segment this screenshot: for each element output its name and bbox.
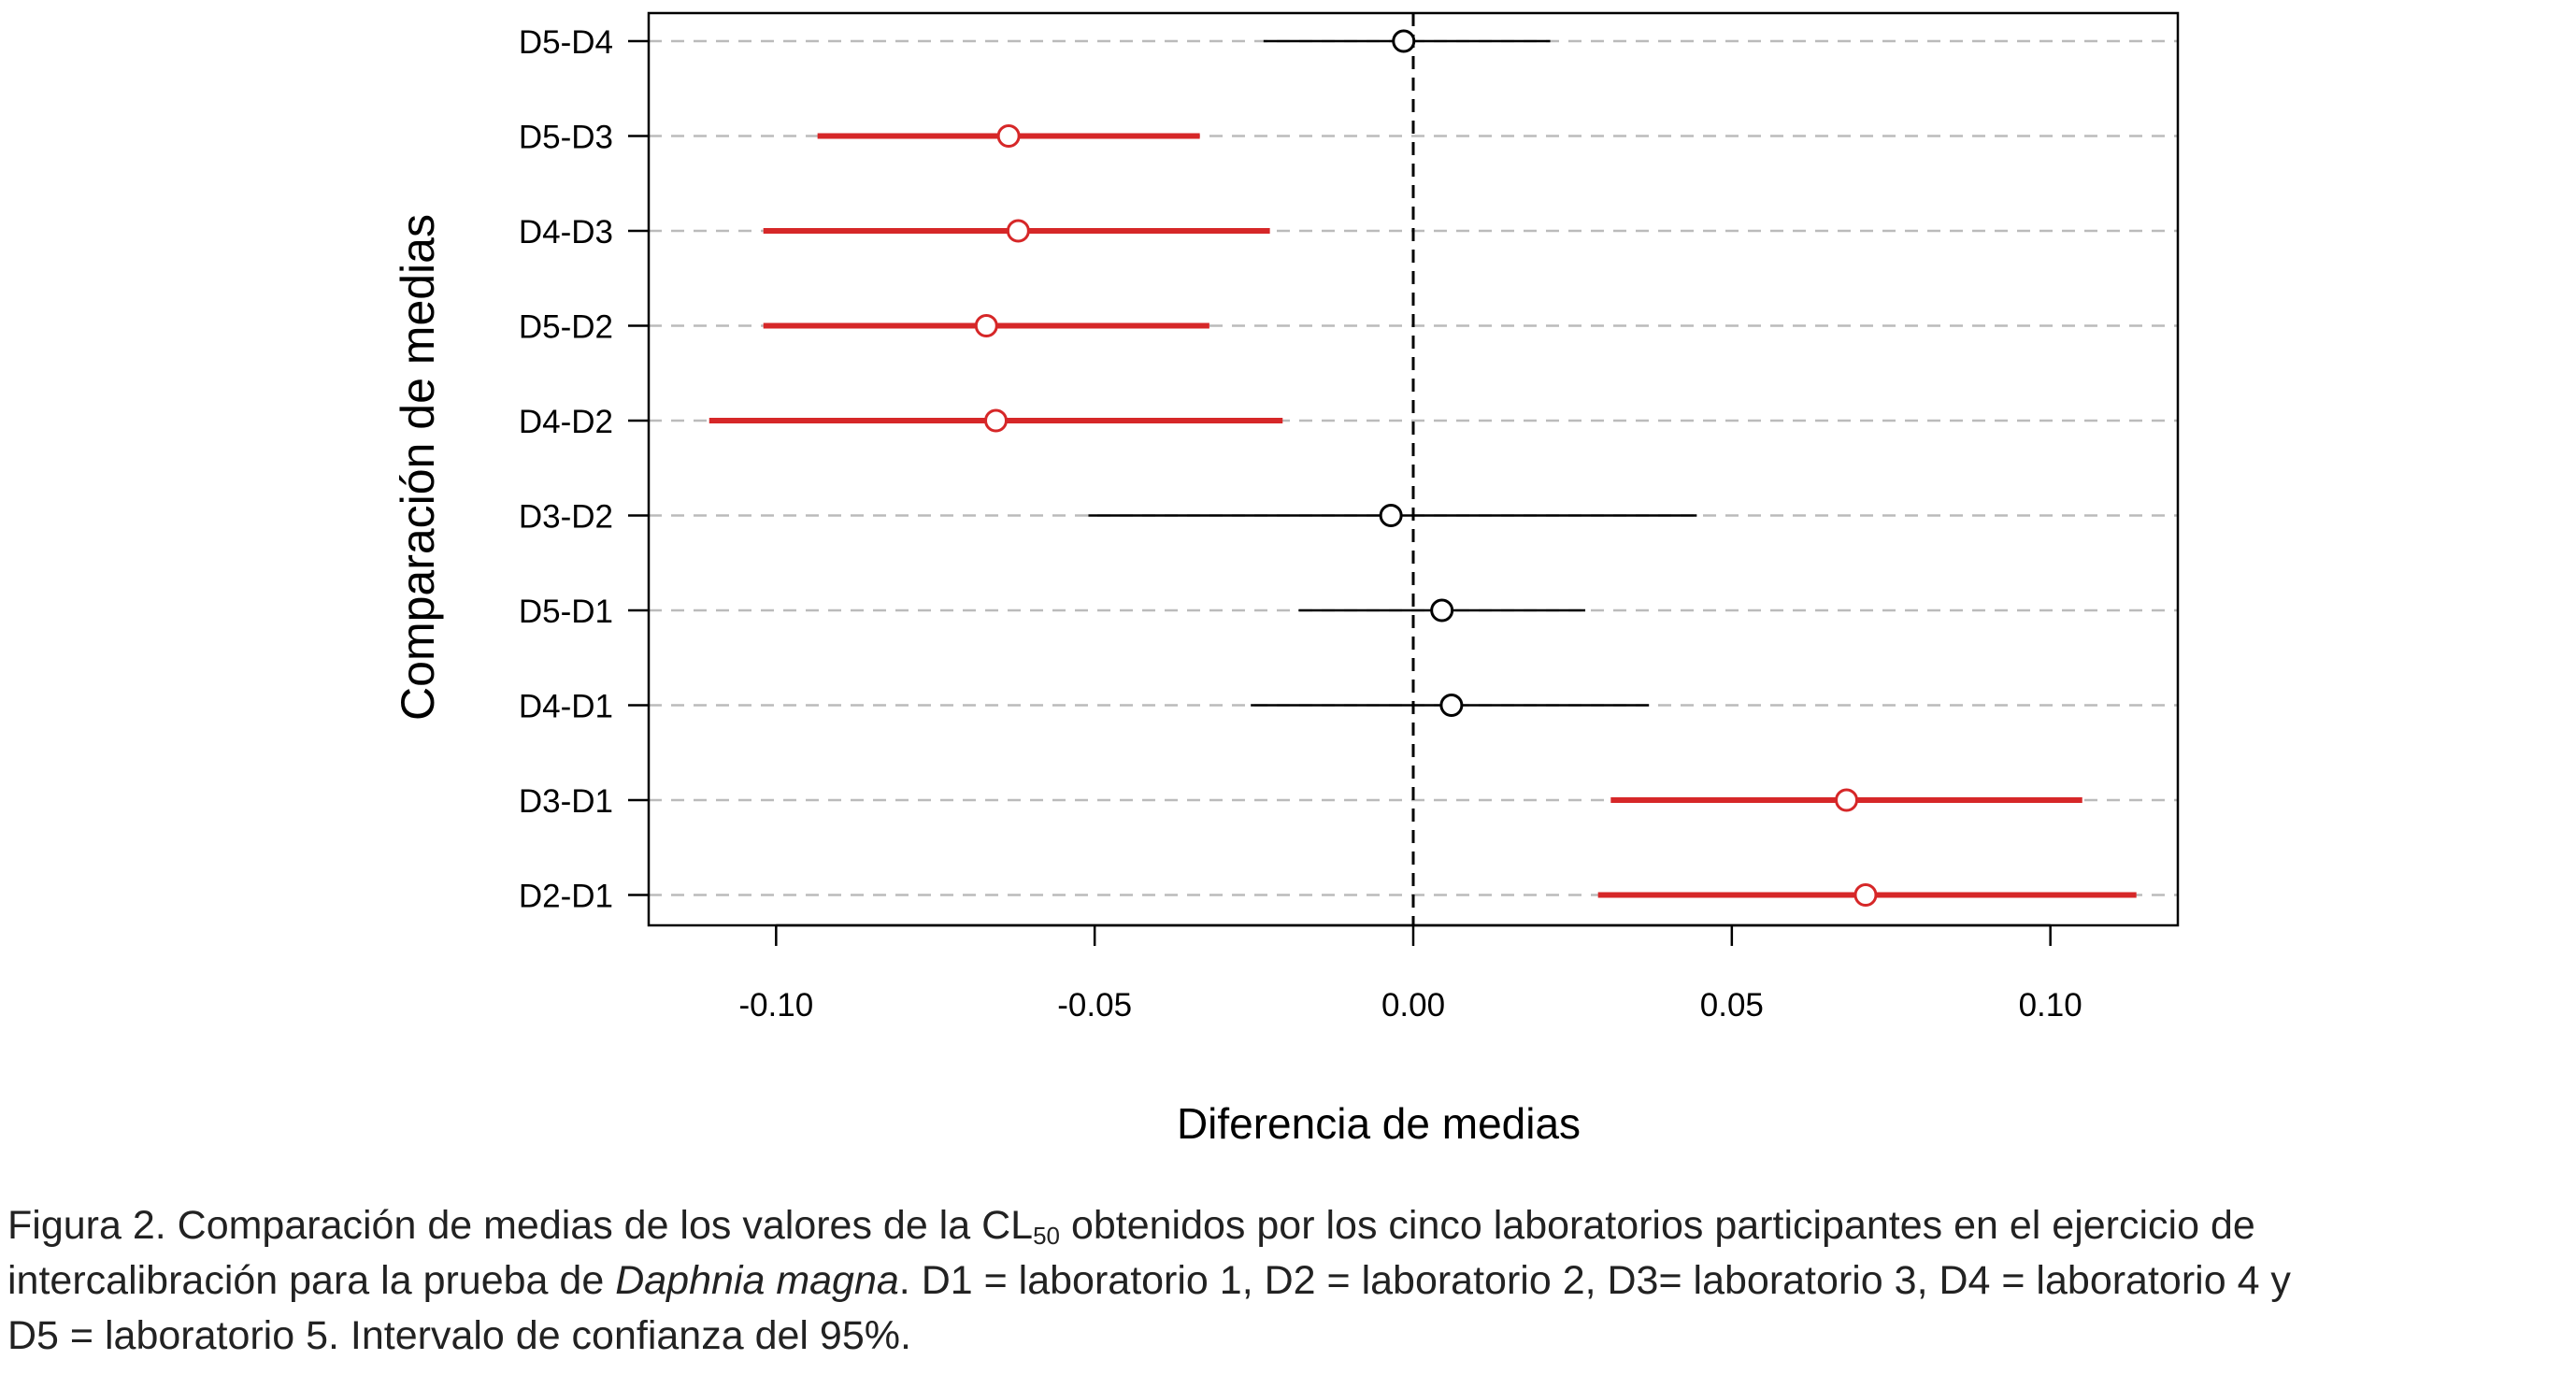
point-d3-d1 bbox=[1835, 788, 1859, 812]
y-axis: D5-D4 D5-D3 D4-D3 D5-D2 D4-D2 D3-D2 D5-D1 D4-D1… bbox=[519, 24, 649, 915]
y-tick-label-d4-d2: D4-D2 bbox=[519, 404, 613, 440]
caption-text-5: D5 = laboratorio 5. Intervalo de confian… bbox=[7, 1313, 911, 1358]
y-tick-label-d4-d1: D4-D1 bbox=[519, 689, 613, 725]
forest-plot: D5-D4 D5-D3 D4-D3 D5-D2 D4-D2 D3-D2 D5-D1 D4-D1… bbox=[392, 11, 2180, 1148]
point-d3-d2 bbox=[1379, 504, 1403, 527]
x-axis-title: Diferencia de medias bbox=[1177, 1099, 1581, 1148]
y-axis-title: Comparación de medias bbox=[392, 214, 444, 721]
y-tick-label-d5-d1: D5-D1 bbox=[519, 594, 613, 630]
point-d5-d4 bbox=[1392, 29, 1416, 53]
point-d5-d2 bbox=[974, 314, 998, 337]
y-tick-label-d5-d2: D5-D2 bbox=[519, 309, 613, 346]
caption-text-3: intercalibración para la prueba de bbox=[7, 1258, 616, 1303]
x-axis: -0.10 -0.05 0.00 0.05 0.10 bbox=[738, 923, 2082, 1023]
caption-species: Daphnia magna bbox=[615, 1258, 899, 1303]
x-tick-label-4: 0.10 bbox=[2019, 987, 2082, 1023]
caption-text-1: Figura 2. Comparación de medias de los v… bbox=[7, 1203, 1034, 1248]
point-d4-d3 bbox=[1006, 219, 1030, 243]
y-tick-label-d5-d4: D5-D4 bbox=[519, 24, 613, 61]
caption-text-4: . D1 = laboratorio 1, D2 = laboratorio 2… bbox=[898, 1258, 2291, 1303]
point-d4-d1 bbox=[1439, 694, 1464, 717]
point-d2-d1 bbox=[1853, 883, 1878, 907]
y-tick-label-d3-d1: D3-D1 bbox=[519, 783, 613, 820]
point-d4-d2 bbox=[984, 408, 1009, 433]
y-tick-label-d5-d3: D5-D3 bbox=[519, 120, 613, 156]
y-tick-label-d3-d2: D3-D2 bbox=[519, 499, 613, 536]
point-d5-d3 bbox=[996, 124, 1021, 148]
y-tick-label-d4-d3: D4-D3 bbox=[519, 214, 613, 250]
x-tick-label-2: 0.00 bbox=[1381, 987, 1445, 1023]
point-d5-d1 bbox=[1430, 598, 1454, 623]
x-tick-label-3: 0.05 bbox=[1700, 987, 1764, 1023]
caption-subscript: 50 bbox=[1033, 1222, 1060, 1250]
y-tick-label-d2-d1: D2-D1 bbox=[519, 879, 613, 915]
point-estimates bbox=[974, 29, 1878, 907]
x-tick-label-0: -0.10 bbox=[738, 987, 813, 1023]
caption-text-2: obtenidos por los cinco laboratorios par… bbox=[1060, 1203, 2255, 1248]
confidence-intervals bbox=[708, 39, 2137, 898]
figure-caption: Figura 2. Comparación de medias de los v… bbox=[7, 1198, 2569, 1364]
x-tick-label-1: -0.05 bbox=[1057, 987, 1132, 1023]
